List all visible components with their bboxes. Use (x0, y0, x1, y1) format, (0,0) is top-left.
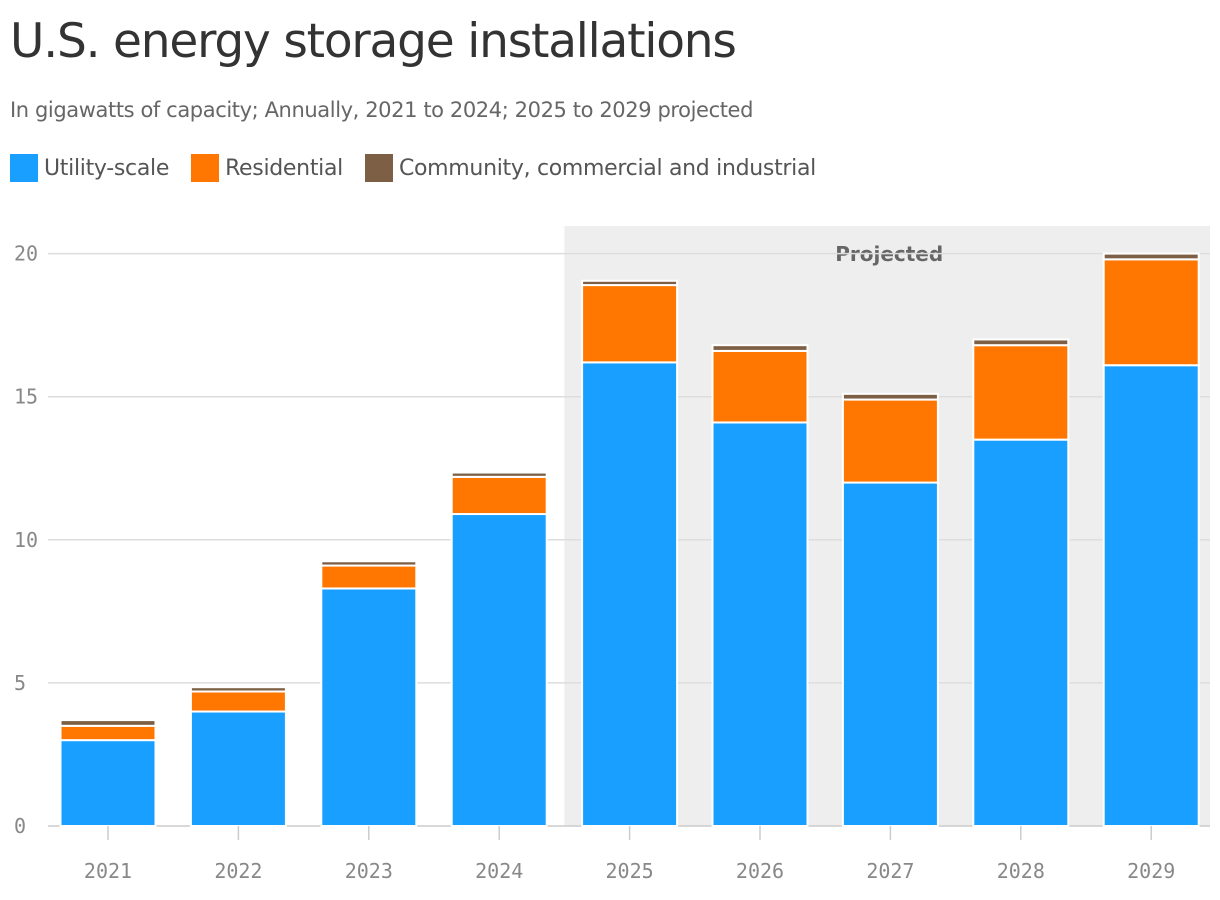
bar-segment (972, 338, 1070, 347)
y-tick-label: 20 (14, 242, 38, 266)
bar-segment (59, 739, 157, 828)
x-tick-label: 2023 (345, 859, 393, 883)
bar-segment (581, 279, 679, 287)
bar-segment (841, 398, 939, 484)
legend-item-cci: Community, commercial and industrial (364, 154, 816, 182)
y-tick-label: 0 (14, 814, 26, 838)
x-tick-label: 2021 (84, 859, 132, 883)
y-tick-label: 15 (14, 385, 38, 409)
legend-swatch-residential (191, 154, 220, 182)
bar-segment (1102, 252, 1200, 261)
legend-swatch-utility (10, 154, 38, 182)
bar-segment (711, 421, 809, 827)
bar-segment (841, 481, 939, 827)
bar-segment (189, 686, 287, 693)
bar-segment (450, 513, 548, 827)
x-tick-label: 2027 (866, 859, 914, 883)
x-tick-label: 2028 (997, 859, 1045, 883)
legend-label-utility: Utility-scale (44, 155, 170, 181)
legend-swatch-cci (364, 154, 393, 182)
bar-segment (189, 690, 287, 713)
bar-segment (189, 710, 287, 828)
bar-segment (581, 284, 679, 364)
chart-title: U.S. energy storage installations (10, 14, 737, 69)
legend-item-utility: Utility-scale (10, 154, 169, 182)
bar-segment (59, 719, 157, 727)
legend-label-residential: Residential (225, 155, 343, 181)
chart-subtitle: In gigawatts of capacity; Annually, 2021… (10, 98, 754, 122)
bar-segment (450, 475, 548, 516)
bar-segment (320, 564, 418, 590)
bar-segment (972, 344, 1070, 441)
bar-segment (1102, 258, 1200, 367)
bar-segment (711, 344, 809, 352)
bar-segment (320, 587, 418, 827)
x-tick-label: 2029 (1127, 859, 1175, 883)
bar-segment (320, 560, 418, 567)
bar-segment (711, 349, 809, 424)
y-tick-label: 5 (14, 671, 26, 695)
x-tick-label: 2026 (736, 859, 784, 883)
legend-label-cci: Community, commercial and industrial (398, 155, 816, 181)
bar-segment (841, 392, 939, 401)
legend: Utility-scale Residential Community, com… (10, 153, 838, 183)
bar-segment (581, 361, 679, 827)
bar-segment (450, 471, 548, 478)
bar-segment (1102, 364, 1200, 827)
x-tick-label: 2024 (475, 859, 523, 883)
x-tick-label: 2022 (214, 859, 262, 883)
bar-segment (972, 438, 1070, 827)
x-tick-label: 2025 (606, 859, 654, 883)
legend-item-residential: Residential (191, 154, 343, 182)
y-tick-label: 10 (14, 528, 38, 552)
bar-segment (59, 724, 157, 742)
